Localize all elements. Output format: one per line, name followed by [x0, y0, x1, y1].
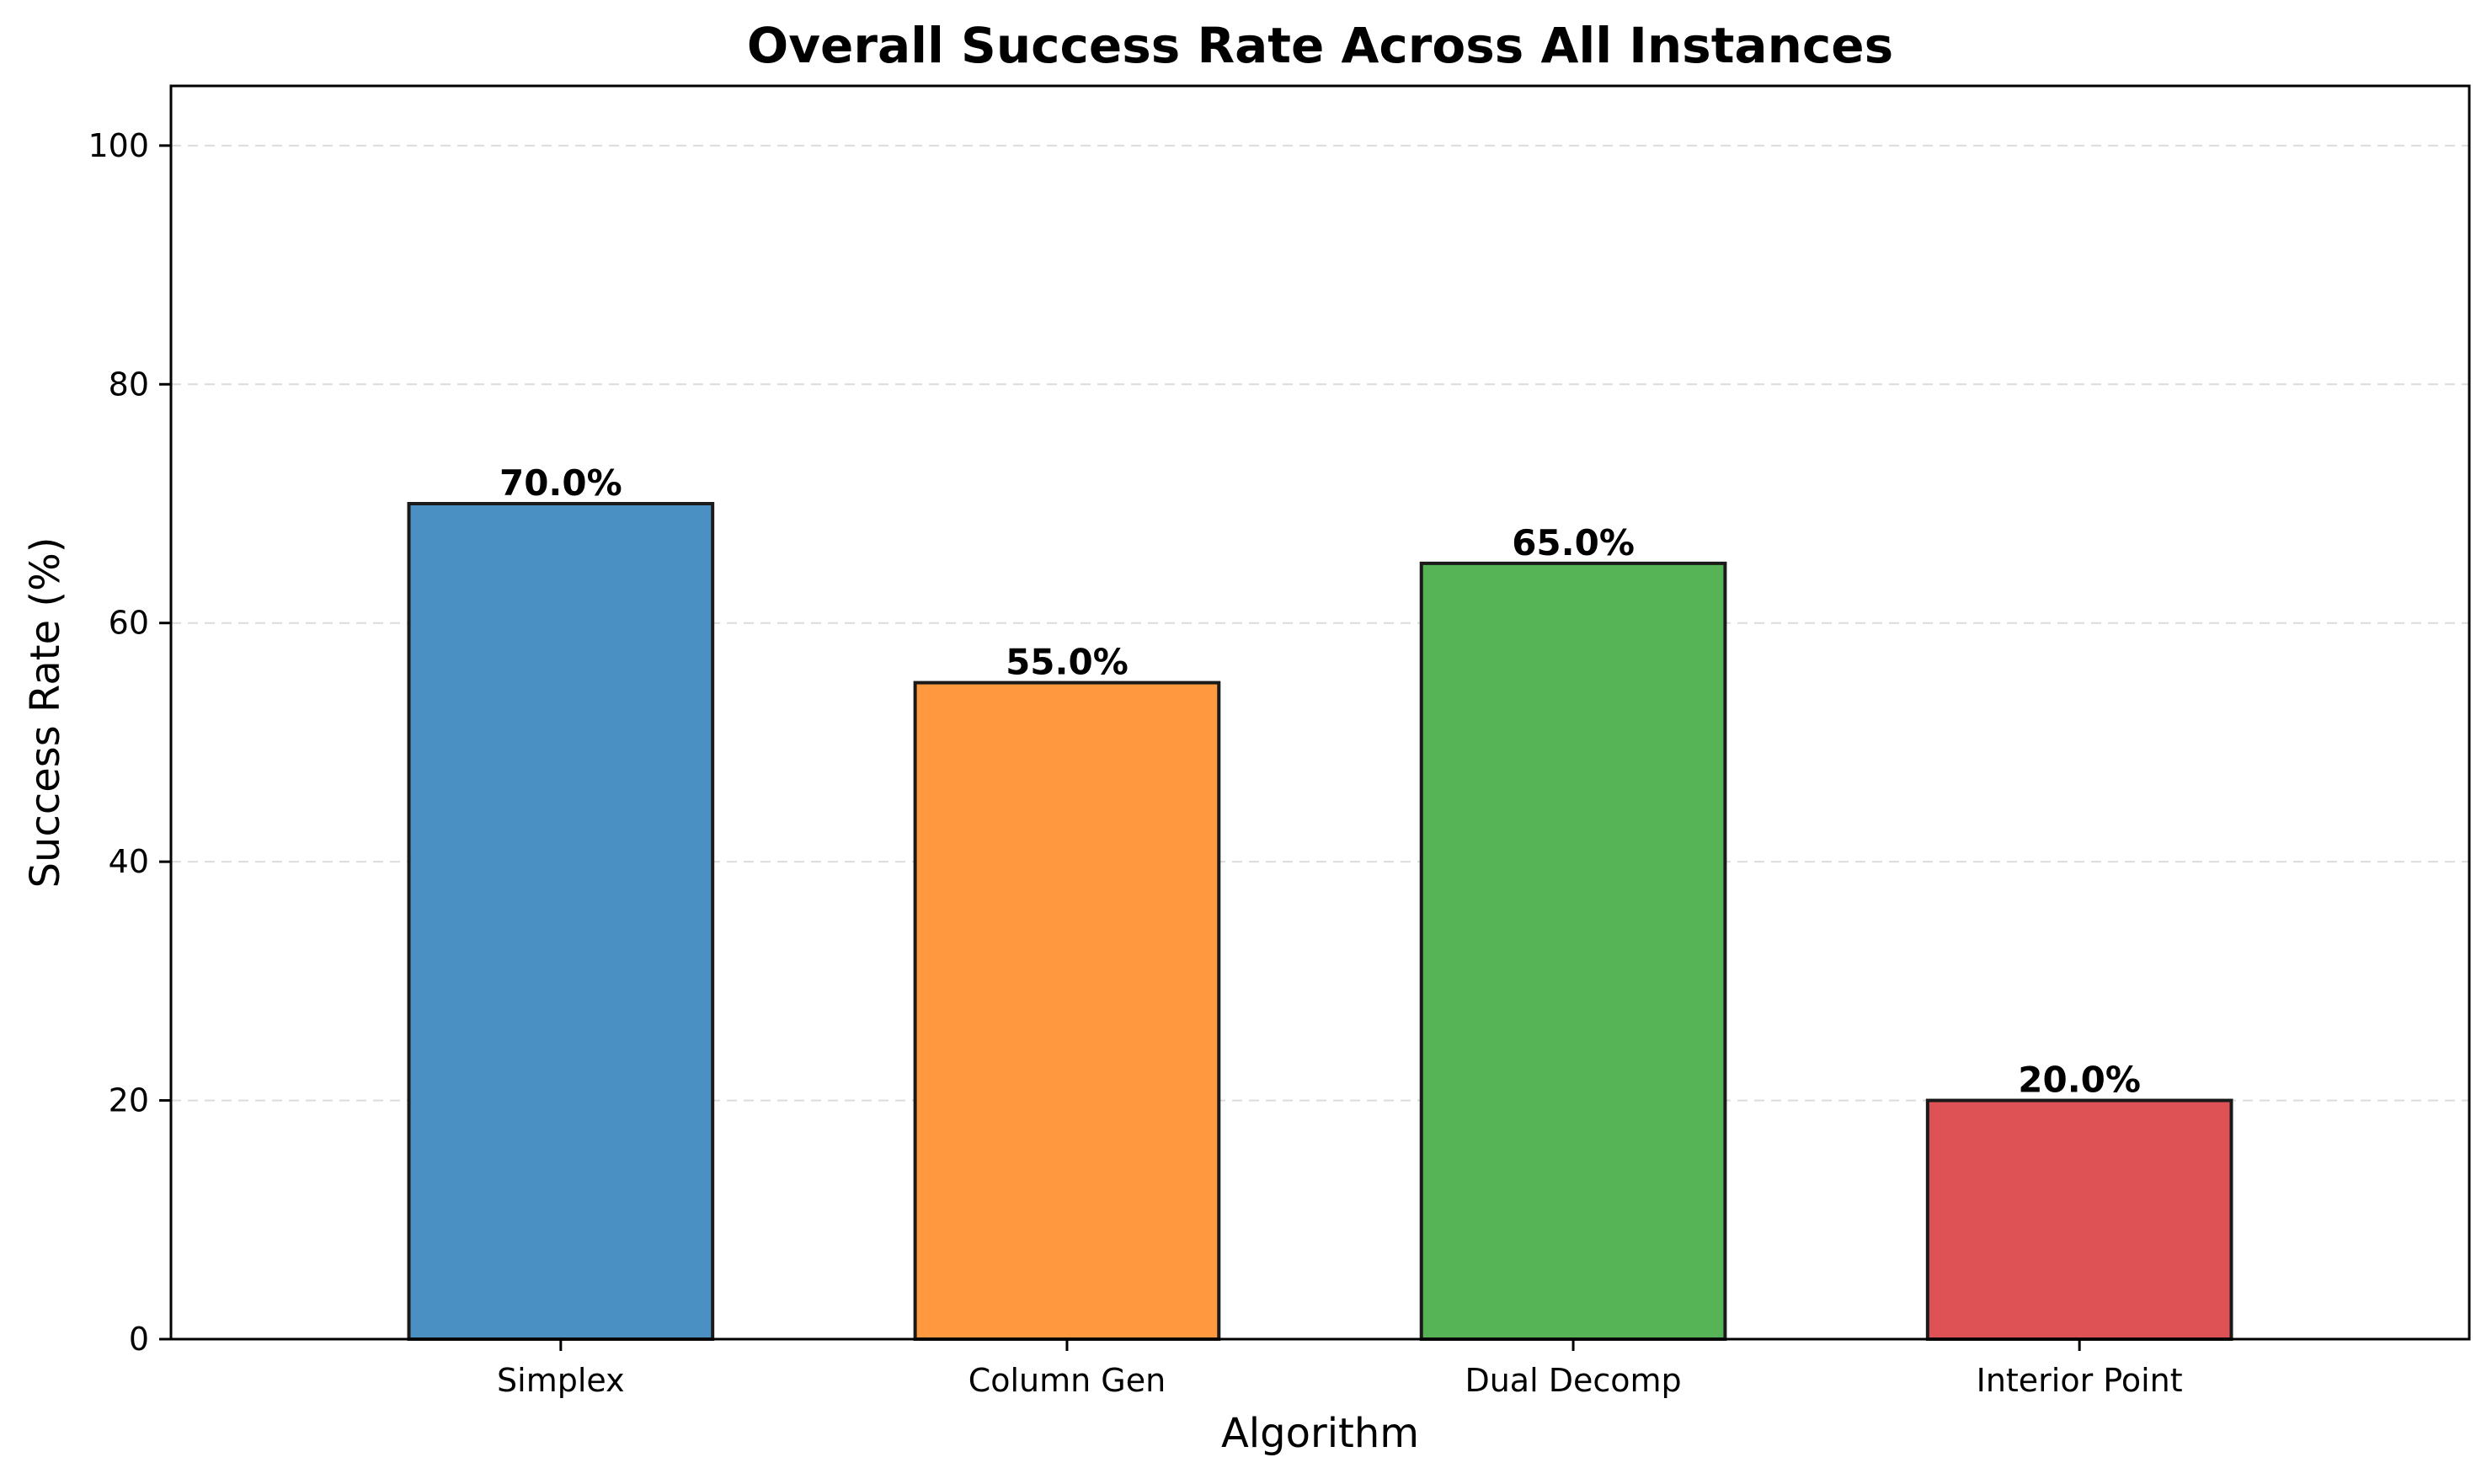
y-axis-label: Success Rate (%): [22, 537, 69, 889]
x-tick-label: Interior Point: [1977, 1362, 2183, 1399]
data-label: 65.0%: [1512, 522, 1635, 563]
x-tick-label: Simplex: [497, 1362, 625, 1399]
plot-frame: [169, 84, 2471, 1341]
bar-interior-point: [1925, 1098, 2233, 1341]
y-tick-label: 20: [109, 1082, 149, 1119]
data-label: 55.0%: [1006, 642, 1129, 683]
bar-dual-decomp: [1419, 561, 1727, 1341]
y-tick-label: 80: [109, 366, 149, 403]
y-axis-ticks: 0 20 40 60 80 100: [88, 127, 171, 1358]
bar-simplex: [407, 502, 715, 1341]
x-tick-label: Dual Decomp: [1465, 1362, 1681, 1399]
x-axis-label: Algorithm: [1221, 1410, 1419, 1457]
y-tick-label: 0: [129, 1321, 149, 1358]
chart-title: Overall Success Rate Across All Instance…: [747, 17, 1893, 74]
x-axis-ticks: Simplex Column Gen Dual Decomp Interior Poi…: [497, 1339, 2183, 1399]
bars: [407, 502, 2233, 1341]
y-tick-label: 60: [109, 605, 149, 642]
grid-lines: [171, 144, 2469, 1102]
data-label: 20.0%: [2018, 1060, 2141, 1101]
data-labels: 70.0% 55.0% 65.0% 20.0%: [499, 462, 2141, 1101]
x-tick-label: Column Gen: [969, 1362, 1166, 1399]
y-tick-label: 100: [88, 127, 149, 164]
data-label: 70.0%: [499, 462, 622, 504]
bar-column-gen: [913, 681, 1221, 1341]
y-tick-label: 40: [109, 843, 149, 880]
